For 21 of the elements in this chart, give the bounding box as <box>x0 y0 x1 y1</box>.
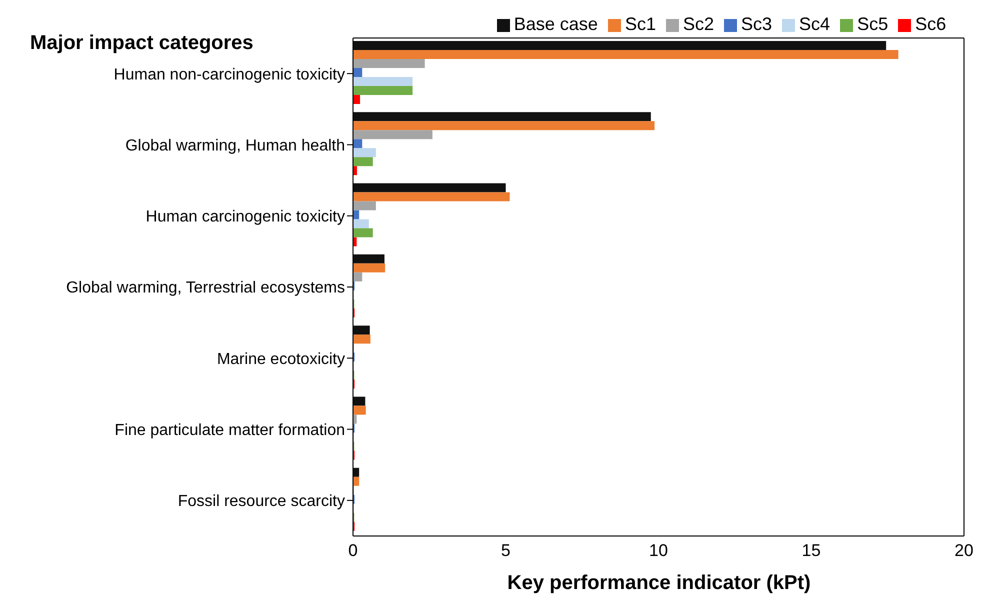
legend-label: Sc6 <box>915 14 946 34</box>
legend-label: Base case <box>514 14 598 34</box>
y-tick-label: Human non-carcinogenic toxicity <box>114 66 345 84</box>
legend-label: Sc4 <box>799 14 830 34</box>
x-tick-label: 15 <box>802 541 821 560</box>
y-tick-label: Marine ecotoxicity <box>216 350 345 368</box>
legend-label: Sc1 <box>624 14 656 34</box>
x-tick-label: 20 <box>954 541 974 560</box>
y-tick-label: Fossil resource scarcity <box>178 493 345 510</box>
x-tick-label: 10 <box>649 541 668 560</box>
legend-label: Sc3 <box>741 14 772 34</box>
legend-label: Sc2 <box>682 14 714 34</box>
y-tick-label: Global warming, Human health <box>125 137 345 154</box>
x-tick-label: 0 <box>348 541 358 560</box>
y-tick-label: Fine particulate matter formation <box>114 422 345 439</box>
y-tick-label: Global warming, Terrestrial ecosystems <box>66 280 345 297</box>
y-tick-label: Human carcinogenic toxicity <box>146 208 345 226</box>
text: Major impact categores <box>30 32 254 55</box>
x-tick-label: 5 <box>501 541 510 560</box>
legend-label: Sc5 <box>857 14 888 34</box>
x-axis-title: Key performance indicator (kPt) <box>506 572 812 595</box>
